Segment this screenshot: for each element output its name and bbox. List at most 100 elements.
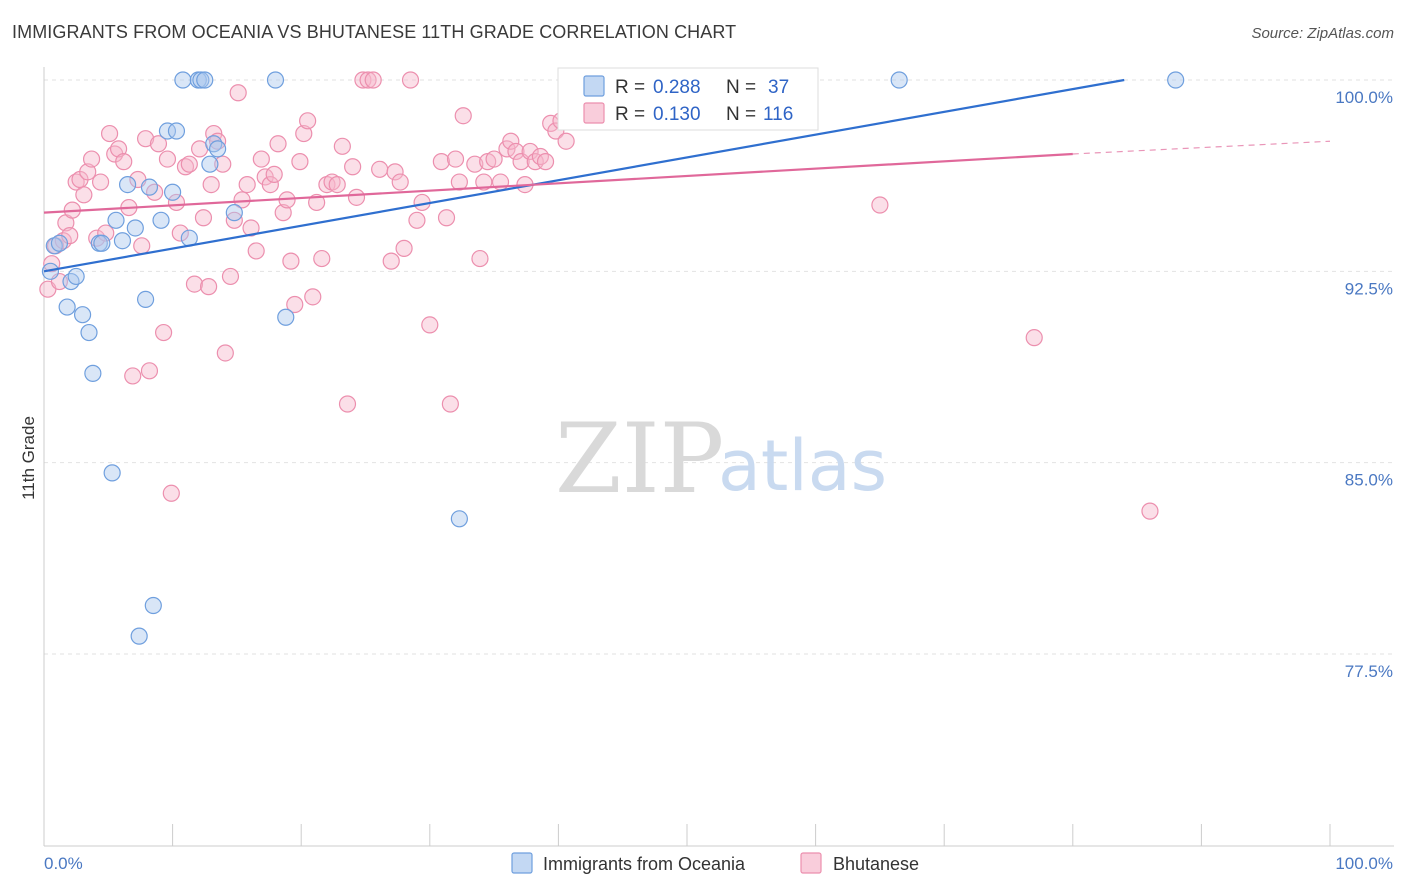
oceania-point-27 (192, 71, 210, 89)
oceania-point-23 (167, 122, 186, 140)
oceania-point-5 (67, 267, 85, 286)
oceania-point-21 (158, 122, 177, 140)
bottom-legend-swatch-oceania (511, 852, 533, 874)
oceania-point-22 (164, 183, 182, 201)
bhutanese-point-54 (265, 165, 283, 183)
bhutanese-point-14 (91, 173, 110, 191)
oceania-point-31 (209, 140, 227, 158)
watermark-zip: ZIP (555, 403, 724, 515)
bhutanese-point-69 (333, 137, 351, 155)
bhutanese-point-115 (1141, 502, 1159, 520)
bhutanese-point-72 (347, 188, 366, 206)
oceania-point-12 (107, 211, 125, 229)
y-tick-labels: 100.0% 92.5% 85.0% 77.5% (1335, 88, 1393, 681)
bhutanese-point-23 (133, 237, 151, 255)
bhutanese-point-62 (299, 112, 317, 130)
oceania-point-11 (103, 464, 121, 482)
bhutanese-point-21 (124, 367, 142, 385)
oceania-point-32 (225, 204, 243, 222)
bhutanese-point-104 (531, 147, 549, 166)
oceania-point-0 (41, 262, 60, 280)
series-legend: Immigrants from Oceania Bhutanese (511, 852, 919, 874)
watermark: ZIP atlas (555, 403, 887, 515)
bhutanese-point-43 (216, 344, 234, 362)
oceania-point-3 (58, 298, 76, 316)
legend-r-value-bhutanese: 0.130 (653, 104, 701, 125)
oceania-point-33 (266, 71, 285, 89)
oceania-point-16 (130, 627, 148, 645)
bhutanese-point-78 (386, 163, 404, 181)
bhutanese-point-64 (308, 193, 326, 212)
bhutanese-point-53 (261, 175, 279, 194)
bhutanese-point-61 (295, 124, 313, 143)
bhutanese-point-113 (871, 196, 889, 214)
bhutanese-point-91 (466, 155, 484, 173)
y-tick-label-2: 85.0% (1345, 471, 1393, 490)
bhutanese-point-86 (437, 209, 456, 227)
bhutanese-point-19 (115, 153, 133, 171)
legend-r-label-bhutanese: R = (615, 104, 645, 125)
oceania-point-17 (136, 290, 155, 308)
bhutanese-point-82 (408, 211, 426, 229)
legend-r-label-oceania: R = (615, 77, 645, 98)
bhutanese-point-11 (79, 163, 97, 181)
bhutanese-point-24 (136, 130, 155, 148)
bhutanese-point-28 (154, 323, 173, 342)
oceania-point-37 (1167, 71, 1185, 89)
axes (43, 67, 1394, 847)
oceania-point-10 (93, 234, 111, 252)
bhutanese-point-15 (97, 224, 115, 242)
legend-n-label-bhutanese: N = (726, 104, 756, 125)
bhutanese-point-95 (485, 150, 503, 168)
legend-n-label-oceania: N = (726, 77, 756, 98)
legend-swatch-bhutanese (583, 102, 605, 124)
bottom-legend-label-oceania: Immigrants from Oceania (543, 854, 746, 874)
legend-swatch-oceania (583, 75, 605, 97)
oceania-point-6 (73, 306, 92, 324)
bhutanese-point-79 (391, 173, 409, 191)
bhutanese-point-98 (502, 132, 520, 150)
bhutanese-point-65 (313, 249, 331, 268)
bhutanese-point-26 (145, 183, 164, 201)
oceania-point-19 (144, 596, 162, 615)
oceania-point-36 (890, 71, 908, 89)
bhutanese-point-77 (382, 252, 400, 270)
oceania-point-34 (277, 308, 295, 326)
bhutanese-point-99 (507, 142, 525, 161)
bhutanese-point-32 (171, 224, 189, 242)
bhutanese-point-12 (82, 150, 101, 168)
legend-n-value-bhutanese: 116 (763, 104, 793, 125)
y-tick-label-0: 100.0% (1335, 88, 1393, 107)
bhutanese-point-30 (162, 484, 180, 502)
bhutanese-point-60 (291, 153, 309, 171)
bhutanese-point-56 (274, 204, 292, 222)
bhutanese-point-75 (364, 71, 382, 89)
legend-n-value-oceania: 37 (768, 77, 789, 98)
bhutanese-point-50 (247, 242, 265, 260)
bhutanese-point-70 (338, 395, 357, 413)
y-tick-label-3: 77.5% (1345, 662, 1393, 681)
grid-lines (44, 79, 1394, 655)
oceania-point-35 (450, 510, 468, 528)
bhutanese-point-71 (344, 158, 362, 176)
bhutanese-point-90 (454, 107, 472, 125)
oceania-point-15 (126, 219, 144, 237)
trend-lines (43, 78, 1331, 273)
legend-r-value-oceania: 0.288 (653, 77, 701, 98)
correlation-legend: R = 0.288 N = 37 R = 0.130 N = 116 (557, 67, 819, 131)
oceania-point-13 (113, 232, 132, 250)
x-tick-label-1: 100.0% (1335, 854, 1393, 873)
bhutanese-point-42 (214, 155, 232, 173)
bhutanese-point-49 (242, 219, 260, 237)
bhutanese-point-74 (359, 71, 377, 89)
oceania-point-28 (196, 71, 214, 89)
oceania-point-29 (201, 155, 219, 173)
bhutanese-point-27 (149, 135, 168, 153)
bhutanese-point-38 (200, 278, 218, 296)
bhutanese-point-80 (395, 239, 413, 257)
x-tick-labels: 0.0% 100.0% (44, 854, 1393, 873)
bottom-legend-swatch-bhutanese (800, 852, 822, 874)
bhutanese-point-109 (557, 132, 575, 150)
oceania-point-7 (80, 323, 98, 342)
